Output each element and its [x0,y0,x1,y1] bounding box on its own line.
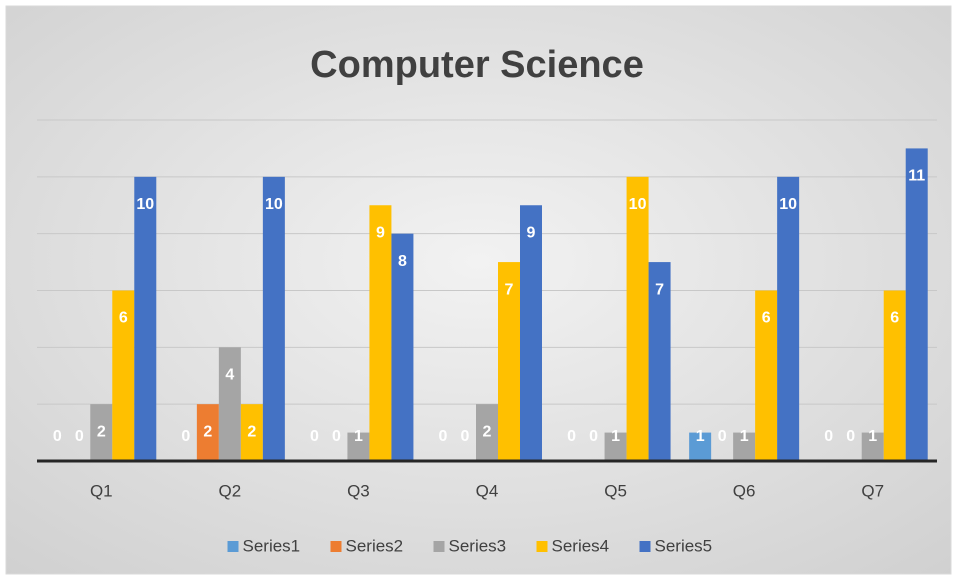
data-label: 2 [97,423,106,440]
bar [777,176,800,462]
bar [240,404,263,461]
data-label: 2 [203,423,212,440]
bar [369,205,392,461]
legend-label: Series3 [449,536,507,555]
data-label: 10 [779,196,797,213]
data-label: 0 [310,428,319,445]
legend-label: Series2 [346,536,404,555]
bar [648,262,671,461]
data-label: 0 [846,428,855,445]
data-label: 7 [655,281,664,298]
x-tick-label: Q6 [733,481,756,500]
data-label: 0 [75,428,84,445]
bar [112,290,135,461]
data-label: 4 [225,367,234,384]
bar [347,432,370,461]
x-tick-label: Q5 [604,481,627,500]
bar [218,347,241,461]
data-label: 0 [181,428,190,445]
data-label: 9 [376,224,385,241]
bar [755,290,778,461]
data-label: 1 [696,428,705,445]
data-label: 6 [762,310,771,327]
data-label: 11 [908,168,925,185]
data-label: 10 [136,196,154,213]
data-label: 10 [629,196,647,213]
bar [134,176,157,462]
data-label: 0 [589,428,598,445]
bar [604,432,627,461]
data-label: 2 [483,423,492,440]
data-label: 0 [332,428,341,445]
bar [476,404,498,461]
legend-swatch [639,541,651,552]
bar [626,176,649,462]
data-label: 9 [527,224,536,241]
bar [883,290,906,461]
legend-label: Series1 [243,536,301,555]
legend-swatch [227,541,239,552]
data-label: 0 [718,428,727,445]
data-label: 8 [398,253,407,270]
legend-label: Series5 [655,536,713,555]
data-label: 0 [461,428,470,445]
bar [391,233,414,461]
legend-swatch [330,541,342,552]
legend-swatch [536,541,548,552]
bar [733,432,756,461]
data-label: 0 [439,428,448,445]
legend-swatch [433,541,445,552]
x-tick-label: Q3 [347,481,370,500]
bar [861,432,884,461]
data-label: 2 [247,423,256,440]
x-tick-label: Q7 [861,481,884,500]
bar [905,148,928,461]
data-label: 6 [890,310,899,327]
chart-title: Computer Science [310,44,644,86]
bar [90,404,113,461]
x-tick-label: Q4 [476,481,499,500]
data-label: 1 [354,428,363,445]
bar [689,432,712,461]
bar [262,176,285,462]
x-tick-label: Q1 [90,481,113,500]
legend-label: Series4 [552,536,610,555]
data-label: 0 [53,428,62,445]
bar [196,404,219,461]
data-label: 7 [505,281,514,298]
data-label: 1 [868,428,877,445]
bar [520,205,542,461]
bar [498,262,520,461]
data-label: 1 [740,428,749,445]
data-label: 0 [824,428,833,445]
data-label: 1 [611,428,620,445]
data-label: 6 [119,310,128,327]
data-label: 0 [567,428,576,445]
data-label: 10 [265,196,283,213]
x-tick-label: Q2 [219,481,242,500]
